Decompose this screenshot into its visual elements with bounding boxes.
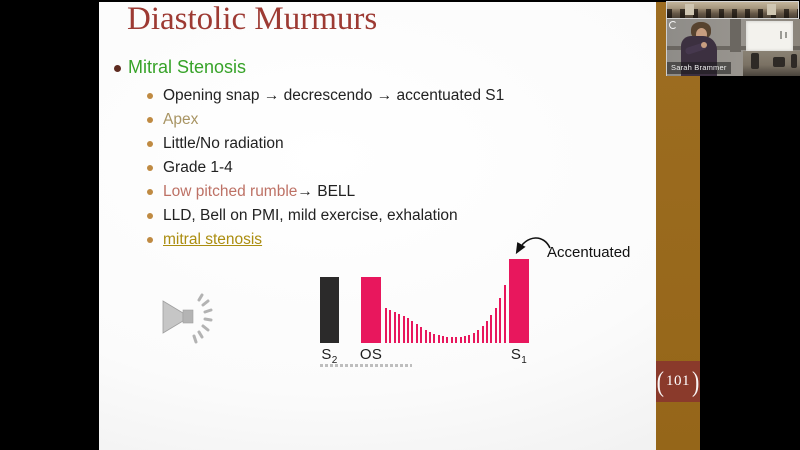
video-corner-icon xyxy=(669,21,677,29)
murmur-line xyxy=(450,337,453,343)
top-letterbox-line xyxy=(0,0,800,2)
projector-screen xyxy=(746,21,793,51)
classroom-door xyxy=(685,4,694,15)
participant-name-label: Sarah Brammer xyxy=(667,62,731,74)
badge-close-paren: ) xyxy=(692,364,700,398)
bullet-item: mitral stenosis xyxy=(146,228,504,252)
heart-sound-bar xyxy=(509,259,529,343)
bullet-item: Grade 1-4 xyxy=(146,156,504,180)
audio-speaker-icon[interactable] xyxy=(156,292,218,346)
presentation-slide: Diastolic Murmurs Mitral Stenosis Openin… xyxy=(99,0,700,450)
bullet-item: LLD, Bell on PMI, mild exercise, exhalat… xyxy=(146,204,504,228)
curved-arrow-icon xyxy=(515,237,551,255)
bullet-text: Little/No radiation xyxy=(163,135,284,152)
murmur-line xyxy=(481,326,484,343)
murmur-line xyxy=(468,335,471,343)
equipment-pole xyxy=(791,54,797,68)
heart-sound-bar xyxy=(320,277,339,343)
sound-wave-dashes xyxy=(192,293,213,344)
bar-label: S2 xyxy=(321,346,338,366)
murmur-line xyxy=(424,330,427,343)
page-number: 101 xyxy=(666,373,690,389)
bullet-item: Little/No radiation xyxy=(146,132,504,156)
classroom-audience xyxy=(667,9,798,18)
bullet-text: Grade 1-4 xyxy=(163,159,233,176)
murmur-line xyxy=(477,330,480,343)
level1-bullet-dot xyxy=(114,65,121,72)
bullet-item: Apex xyxy=(146,108,504,132)
presenter-face xyxy=(696,28,707,41)
murmur-line xyxy=(494,308,497,343)
murmur-line xyxy=(385,308,387,343)
bullet-item: Low pitched rumble → BELL xyxy=(146,180,504,204)
presenter-hand xyxy=(701,42,707,48)
murmur-line xyxy=(490,315,493,343)
bullet-text: Low pitched rumble xyxy=(163,183,298,200)
bullet-item: Opening snap → decrescendo → accentuated… xyxy=(146,84,504,108)
bullet-text: LLD, Bell on PMI, mild exercise, exhalat… xyxy=(163,207,458,224)
equipment-box xyxy=(773,57,785,67)
murmur-line xyxy=(459,337,462,343)
badge-open-paren: ( xyxy=(656,364,664,398)
murmur-line xyxy=(437,335,440,343)
copyright-microtext xyxy=(320,364,412,367)
bar-label: S1 xyxy=(510,346,528,366)
bar-label: OS xyxy=(359,346,383,363)
murmur-line xyxy=(420,327,423,343)
murmur-line xyxy=(503,285,506,343)
screen-mark xyxy=(780,31,782,39)
murmur-line xyxy=(402,316,405,343)
murmur-line xyxy=(485,321,488,343)
page-number-badge: ( 101 ) xyxy=(656,361,700,402)
webcam-classroom-strip[interactable] xyxy=(666,1,799,19)
heart-sound-bar xyxy=(361,277,381,343)
murmur-lines xyxy=(385,283,506,343)
murmur-line xyxy=(406,318,409,343)
murmur-line xyxy=(411,321,414,343)
murmur-line xyxy=(398,314,401,343)
sub-bullet-list: Opening snap → decrescendo → accentuated… xyxy=(146,84,504,252)
murmur-line xyxy=(415,324,418,343)
mitral-stenosis-link[interactable]: mitral stenosis xyxy=(163,231,263,248)
bullet-text: Apex xyxy=(163,111,199,128)
murmur-line xyxy=(455,337,458,343)
murmur-line xyxy=(499,298,502,343)
murmur-line xyxy=(428,332,431,343)
slide-title: Diastolic Murmurs xyxy=(127,1,378,37)
accentuated-annotation: Accentuated xyxy=(547,244,631,261)
murmur-line xyxy=(433,334,436,343)
heading-mitral-stenosis: Mitral Stenosis xyxy=(128,57,247,77)
bullet-text: Opening snap → decrescendo → accentuated… xyxy=(163,87,505,104)
webcam-speaker-tile[interactable]: Sarah Brammer xyxy=(666,19,800,76)
bullet-text: → BELL xyxy=(297,183,356,200)
murmur-line xyxy=(393,312,396,343)
murmur-line xyxy=(389,310,392,343)
murmur-line xyxy=(446,337,449,343)
door-frame xyxy=(730,19,741,52)
murmur-line xyxy=(472,333,475,343)
tripod xyxy=(751,53,759,69)
classroom-equipment xyxy=(743,51,800,76)
murmur-line xyxy=(464,336,467,343)
screen-mark xyxy=(785,32,787,38)
murmur-line xyxy=(442,336,445,343)
classroom-door xyxy=(767,4,776,15)
